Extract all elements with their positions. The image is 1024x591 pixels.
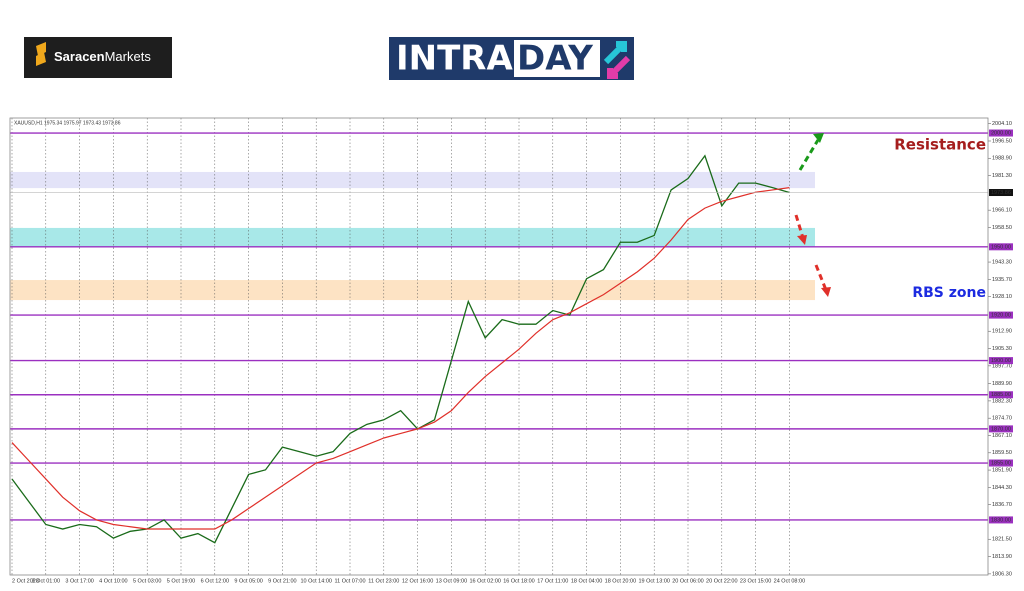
- y-tick-label: 1912.90: [992, 329, 1012, 335]
- level-label-box: [989, 425, 1013, 433]
- logo-arrow: [603, 41, 627, 65]
- level-label: 1900.00: [991, 358, 1011, 364]
- x-tick-label: 4 Oct 10:00: [99, 578, 127, 584]
- last-price-box: [989, 189, 1013, 197]
- y-tick-label: 1988.90: [992, 156, 1012, 162]
- logo-left-box: [24, 37, 172, 78]
- y-tick-label: 1836.70: [992, 502, 1012, 508]
- y-tick-label: 1905.30: [992, 346, 1012, 352]
- logo-day: DAY: [517, 39, 593, 79]
- x-tick-label: 5 Oct 03:00: [133, 578, 161, 584]
- x-tick-label: 2 Oct 2023: [12, 578, 39, 584]
- logo-part: Saracen: [54, 49, 105, 64]
- y-tick-label: 2004.10: [992, 121, 1012, 127]
- logo-intra: INTRA: [396, 39, 513, 79]
- y-tick-label: 1813.90: [992, 554, 1012, 560]
- arrow-down: [814, 264, 828, 291]
- x-tick-label: 5 Oct 19:00: [167, 578, 195, 584]
- x-tick-label: 9 Oct 05:00: [234, 578, 262, 584]
- annotation: RBS zone: [912, 285, 986, 301]
- level-label-box: [989, 311, 1013, 319]
- y-tick-label: 1851.90: [992, 468, 1012, 474]
- level-label-box: [989, 391, 1013, 399]
- arrow-down: [794, 214, 805, 239]
- y-tick-label: 1966.10: [992, 208, 1012, 214]
- plot-frame: [9, 117, 989, 576]
- y-tick-label: 1996.50: [992, 138, 1012, 144]
- zone: [10, 171, 815, 189]
- x-tick-label: 18 Oct 20:00: [605, 578, 637, 584]
- arrow-up: [798, 139, 820, 171]
- level-label-box: [989, 516, 1013, 524]
- y-tick-label: 1897.70: [992, 363, 1012, 369]
- level-label: 1870.00: [991, 426, 1011, 432]
- arrow-head: [797, 235, 807, 245]
- level-label-box: [989, 357, 1013, 365]
- x-tick-label: 19 Oct 13:00: [638, 578, 670, 584]
- level-label: 1885.00: [991, 392, 1011, 398]
- y-tick-label: 1958.50: [992, 225, 1012, 231]
- x-tick-label: 10 Oct 14:00: [300, 578, 332, 584]
- y-tick-label: 1806.30: [992, 571, 1012, 577]
- price-line: [11, 187, 790, 530]
- y-tick-label: 1889.90: [992, 381, 1012, 387]
- y-tick-label: 1874.70: [992, 416, 1012, 422]
- x-tick-label: 3 Oct 17:00: [65, 578, 93, 584]
- x-tick-label: 3 Oct 01:00: [32, 578, 60, 584]
- last-price-label: 1973.86: [991, 190, 1011, 196]
- y-tick-label: 1821.50: [992, 537, 1012, 543]
- x-tick-label: 18 Oct 04:00: [571, 578, 603, 584]
- level-label-box: [989, 129, 1013, 137]
- level-label: 2000.00: [991, 130, 1011, 136]
- chart-header: XAUUSD,H1 1975.34 1975.97 1973.43 1973.8…: [14, 120, 121, 126]
- x-tick-label: 20 Oct 22:00: [706, 578, 738, 584]
- y-tick-label: 1943.30: [992, 260, 1012, 266]
- logo-day-box: [514, 40, 600, 77]
- logo-left: SaracenMarkets: [54, 49, 151, 64]
- logo-part: Markets: [105, 49, 152, 64]
- level-label-box: [989, 243, 1013, 251]
- arrow-head: [821, 287, 831, 297]
- x-tick-label: 11 Oct 07:00: [334, 578, 365, 584]
- x-tick-label: 13 Oct 09:00: [436, 578, 468, 584]
- zone: [10, 280, 815, 301]
- y-tick-label: 1928.10: [992, 294, 1012, 300]
- logo-arrow: [607, 55, 631, 79]
- y-tick-label: 1844.30: [992, 485, 1012, 491]
- x-tick-label: 9 Oct 21:00: [268, 578, 296, 584]
- arrow-head: [813, 133, 824, 143]
- x-tick-label: 24 Oct 08:00: [774, 578, 806, 584]
- x-tick-label: 12 Oct 16:00: [402, 578, 434, 584]
- x-tick-label: 16 Oct 02:00: [469, 578, 501, 584]
- x-tick-label: 23 Oct 15:00: [740, 578, 772, 584]
- x-tick-label: 20 Oct 06:00: [672, 578, 704, 584]
- y-tick-label: 1859.50: [992, 450, 1012, 456]
- level-label: 1920.00: [991, 313, 1011, 319]
- x-tick-label: 17 Oct 11:00: [537, 578, 568, 584]
- y-tick-label: 1981.30: [992, 173, 1012, 179]
- logo-icon: [36, 42, 46, 66]
- x-tick-label: 6 Oct 12:00: [201, 578, 229, 584]
- zone: [10, 227, 815, 247]
- annotation: Resistance: [894, 136, 986, 154]
- y-tick-label: 1882.30: [992, 398, 1012, 404]
- y-tick-label: 1867.10: [992, 433, 1012, 439]
- level-label: 1830.00: [991, 517, 1011, 523]
- x-tick-label: 11 Oct 23:00: [368, 578, 399, 584]
- level-label: 1855.00: [991, 460, 1011, 466]
- level-label: 1950.00: [991, 244, 1011, 250]
- x-tick-label: 16 Oct 18:00: [503, 578, 535, 584]
- level-label-box: [989, 459, 1013, 467]
- y-tick-label: 1935.70: [992, 277, 1012, 283]
- price-line: [11, 154, 790, 544]
